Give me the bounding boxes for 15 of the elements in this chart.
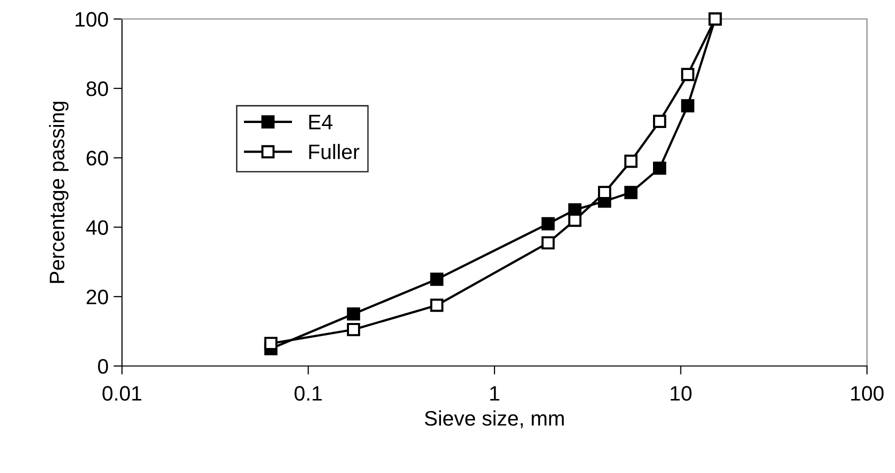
x-tick-label: 100 [851,386,884,401]
y-tick-label: 100 [76,12,108,27]
legend-label: E4 [309,114,332,130]
x-tick-label: 10 [670,386,692,401]
y-tick-label: 40 [86,220,108,235]
legend-label: Fuller [309,144,360,160]
x-tick-label: 0.01 [102,386,142,401]
y-tick-label: 80 [86,81,108,96]
y-axis-title: Percentage passing [49,102,68,283]
x-axis-title: Sieve size, mm [424,410,564,428]
y-tick-label: 0 [98,359,108,374]
x-tick-label: 1 [490,386,500,401]
y-tick-label: 20 [86,290,108,304]
x-tick-label: 0.1 [294,386,322,401]
y-tick-label: 60 [86,150,108,166]
